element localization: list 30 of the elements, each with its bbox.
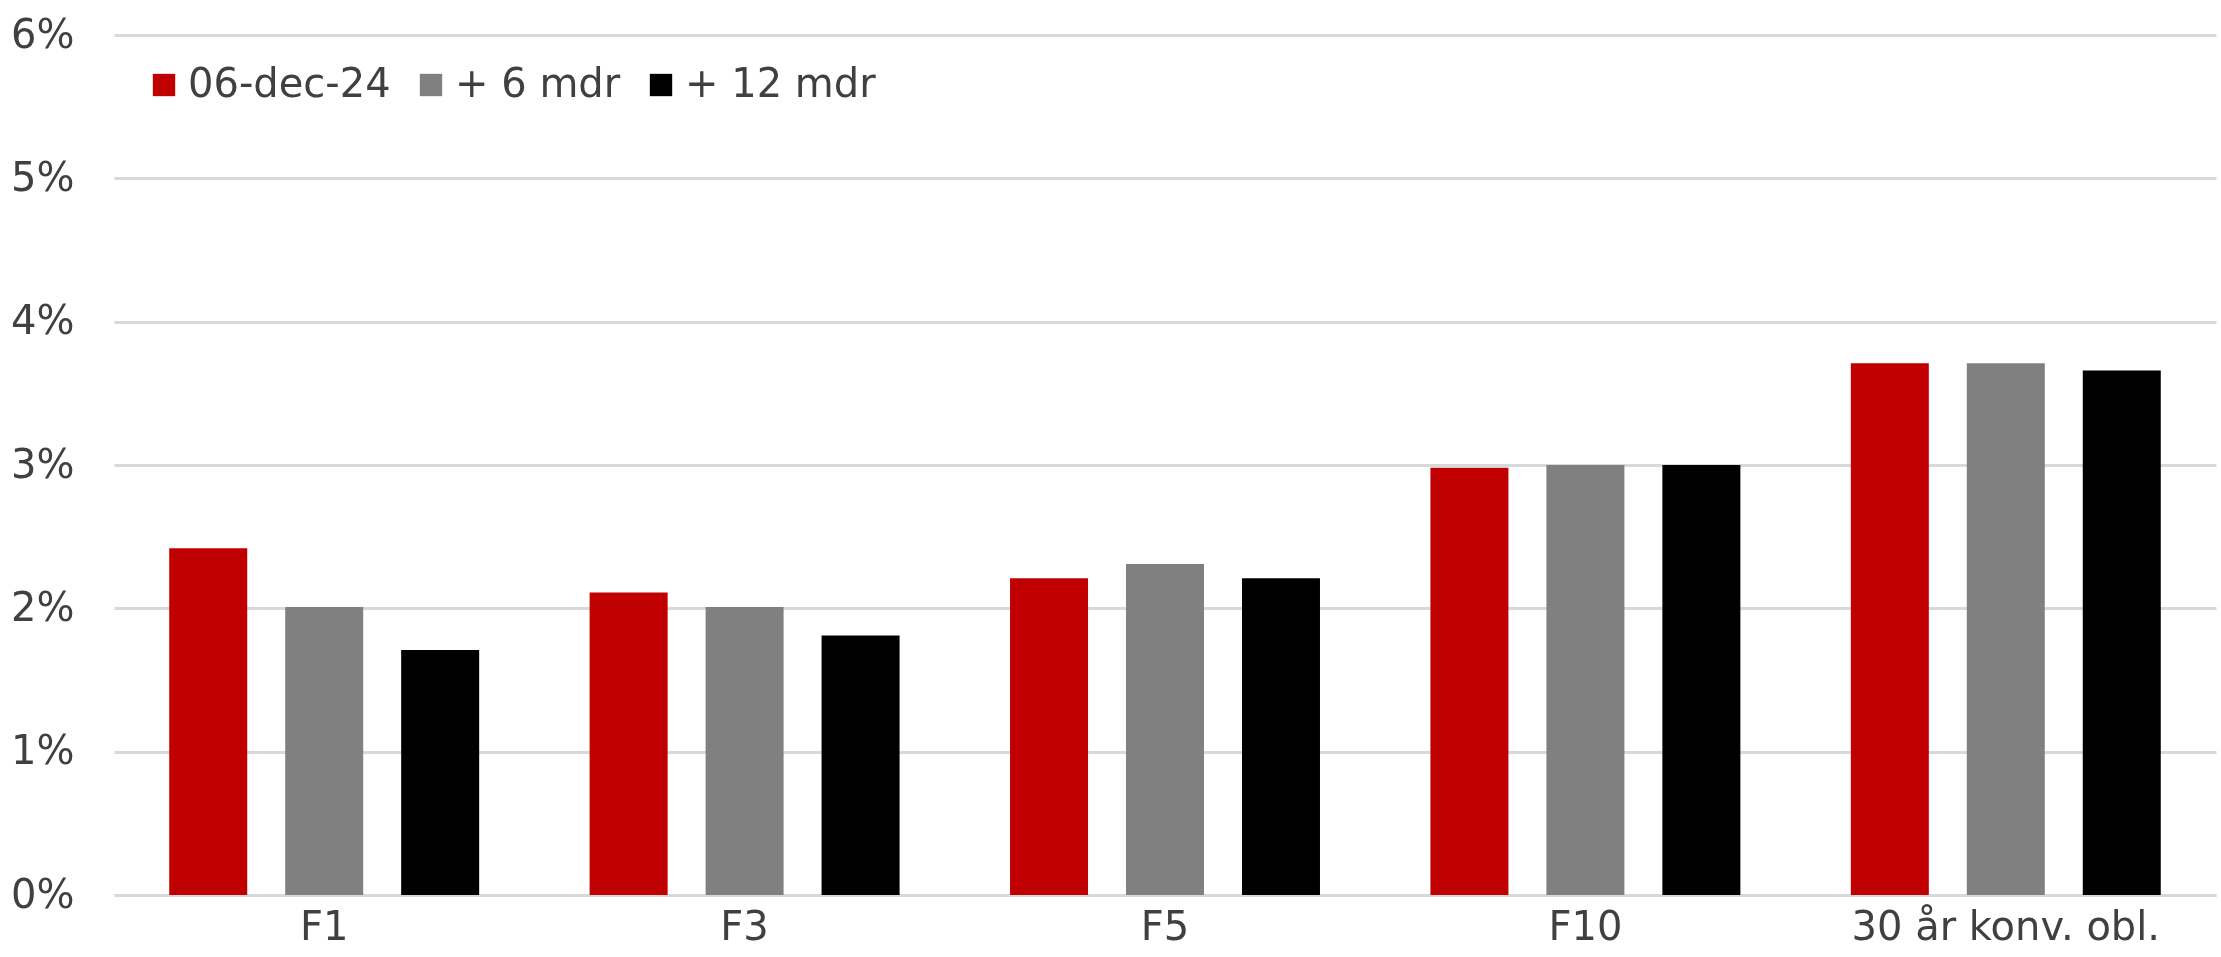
bar xyxy=(1850,363,1929,895)
y-tick-label: 4% xyxy=(11,297,75,344)
bar xyxy=(1662,465,1741,895)
y-tick-label: 0% xyxy=(11,870,75,917)
bar xyxy=(589,592,668,895)
x-tick-label: F1 xyxy=(299,902,349,949)
bar xyxy=(401,649,480,895)
bar xyxy=(1430,467,1509,895)
bar xyxy=(2082,370,2161,895)
x-tick-label: 30 år konv. obl. xyxy=(1851,902,2161,949)
bar xyxy=(705,606,784,895)
bar xyxy=(285,606,364,895)
bar xyxy=(169,548,248,895)
legend-label: + 12 mdr xyxy=(685,60,877,106)
bar xyxy=(1126,563,1204,895)
bar xyxy=(1241,578,1320,895)
y-tick-label: 5% xyxy=(11,153,75,200)
bar xyxy=(821,635,900,895)
x-tick-label: F3 xyxy=(720,902,769,949)
x-tick-label: F10 xyxy=(1548,902,1623,949)
bar xyxy=(1966,363,2045,895)
legend-label: 06-dec-24 xyxy=(188,60,391,106)
y-tick-label: 1% xyxy=(11,727,75,774)
y-tick-label: 3% xyxy=(11,440,75,487)
bar xyxy=(1546,465,1625,895)
legend-label: + 6 mdr xyxy=(455,60,621,106)
bar xyxy=(1010,578,1089,895)
y-tick-label: 2% xyxy=(11,583,75,630)
y-tick-label: 6% xyxy=(11,10,75,57)
x-tick-label: F5 xyxy=(1140,902,1190,949)
